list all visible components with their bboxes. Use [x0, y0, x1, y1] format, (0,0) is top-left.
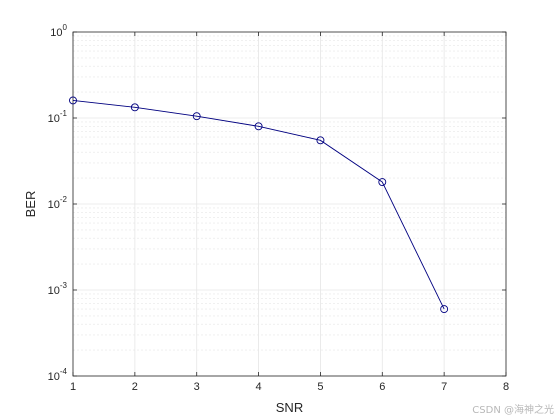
y-tick-label: 10-1: [48, 109, 68, 125]
data-point: [316, 136, 325, 145]
data-point: [378, 178, 387, 186]
y-tick-label: 10-4: [48, 367, 68, 383]
data-point: [254, 122, 263, 131]
x-tick-label: 3: [194, 381, 200, 393]
x-tick-label: 5: [317, 381, 323, 393]
x-tick-label: 4: [256, 381, 262, 393]
series-group: [69, 96, 449, 314]
axis-ticks: 1 2 3 4 5 6 7 8 100 10-1 10-2 10-3 10-4: [48, 23, 509, 393]
x-axis-label: SNR: [276, 400, 303, 415]
x-tick-label: 8: [503, 381, 509, 393]
data-point: [130, 103, 139, 112]
data-point: [69, 96, 77, 105]
x-tick-label: 2: [132, 381, 138, 393]
y-tick-label: 10-2: [48, 195, 68, 211]
data-point: [440, 305, 449, 314]
watermark-text: CSDN @海神之光: [472, 405, 554, 416]
series-line: [72, 100, 445, 310]
x-tick-label: 1: [70, 381, 76, 393]
x-tick-label: 6: [379, 381, 385, 393]
y-tick-label: 10-3: [48, 281, 68, 297]
y-tick-label: 100: [50, 23, 67, 39]
data-point: [192, 112, 201, 121]
y-axis-label: BER: [23, 191, 38, 218]
x-tick-label: 7: [441, 381, 447, 393]
